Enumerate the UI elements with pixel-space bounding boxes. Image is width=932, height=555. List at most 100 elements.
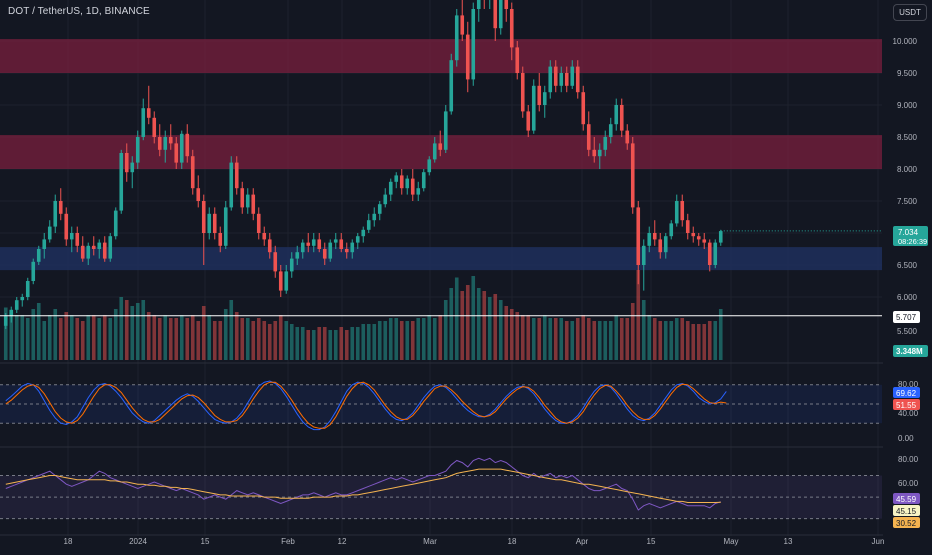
volume-bar: [608, 321, 613, 360]
volume-bar: [42, 321, 47, 360]
volume-bar: [680, 318, 685, 360]
stochastic-pane[interactable]: [0, 380, 882, 431]
volume-bar: [97, 318, 102, 360]
demand-zone: [0, 247, 882, 271]
volume-bar: [328, 330, 333, 360]
candles[interactable]: [3, 0, 723, 329]
currency-button[interactable]: USDT: [893, 4, 927, 21]
volume-bar: [592, 321, 597, 360]
volume-bar: [388, 318, 393, 360]
volume-bar: [713, 321, 718, 360]
candle-body: [537, 85, 542, 105]
volume-bar: [163, 315, 168, 360]
volume-bar: [75, 318, 80, 360]
time-tick: Feb: [281, 537, 295, 546]
volume-bar: [652, 318, 657, 360]
time-tick: 15: [201, 537, 210, 546]
volume-bar: [47, 315, 52, 360]
volume-bar: [152, 315, 157, 360]
volume-bar: [36, 303, 41, 360]
candle-body: [289, 258, 294, 272]
volume-bar: [295, 327, 300, 360]
candle-body: [36, 249, 41, 262]
chart-title: DOT / TetherUS, 1D, BINANCE: [8, 6, 150, 17]
volume-bar: [234, 312, 239, 360]
volume-bar: [262, 321, 267, 360]
volume-bar: [405, 321, 410, 360]
candle-body: [713, 242, 718, 265]
candle-body: [135, 137, 140, 163]
volume-bar: [647, 315, 652, 360]
candle-body: [234, 162, 239, 189]
volume-bar: [421, 318, 426, 360]
candle-body: [674, 201, 679, 224]
candle-body: [168, 137, 173, 144]
candle-body: [410, 178, 415, 195]
volume-bar: [702, 324, 707, 360]
volume-bar: [586, 318, 591, 360]
volume-bar: [372, 324, 377, 360]
volume-bar: [520, 315, 525, 360]
candle-body: [47, 226, 52, 240]
rsi-pane[interactable]: [0, 457, 882, 520]
candle-body: [493, 0, 498, 29]
candle-body: [685, 220, 690, 233]
rsi-line: [5, 457, 721, 511]
volume-bar: [707, 321, 712, 360]
candle-body: [207, 213, 212, 233]
volume-bar: [564, 321, 569, 360]
volume-bar: [575, 318, 580, 360]
candle-body: [42, 239, 47, 249]
candle-body: [476, 0, 481, 9]
candle-body: [108, 236, 113, 259]
candle-body: [399, 175, 404, 189]
volume-bar: [383, 321, 388, 360]
volume-bar: [366, 324, 371, 360]
volume-bar: [108, 318, 113, 360]
volume-bar: [218, 321, 223, 360]
candle-body: [394, 175, 399, 182]
candle-body: [366, 220, 371, 230]
horizontal-line[interactable]: [0, 230, 882, 317]
candle-body: [625, 130, 630, 144]
volume-bar: [91, 315, 96, 360]
volume-bar: [223, 309, 228, 360]
time-axis[interactable]: 18 2024 15 Feb 12 Mar 18 Apr 15 May 13 Jun: [64, 537, 885, 546]
candle-body: [608, 124, 613, 137]
candle-body: [553, 66, 558, 86]
time-tick: Jun: [872, 537, 885, 546]
candle-body: [504, 0, 509, 10]
volume-bar: [526, 315, 531, 360]
volume-bar: [542, 315, 547, 360]
volume-bar: [130, 306, 135, 360]
price-axis[interactable]: 10.0009.5009.0008.5008.0007.5007.0006.50…: [883, 0, 932, 550]
volume-bar: [674, 318, 679, 360]
level-tag: [893, 311, 920, 323]
candle-body: [350, 242, 355, 253]
candle-body: [636, 207, 641, 265]
volume-bar: [53, 309, 58, 360]
candle-body: [498, 0, 503, 29]
candle-body: [658, 239, 663, 253]
candle-body: [383, 194, 388, 205]
candle-body: [630, 143, 635, 208]
last-price-label: 7.034: [898, 228, 919, 237]
candle-body: [471, 9, 476, 80]
stoch-d-line: [5, 381, 727, 429]
candle-body: [119, 153, 124, 211]
candle-body: [328, 242, 333, 259]
stoch-d-label: 51.55: [896, 401, 917, 410]
volume-bar: [273, 321, 278, 360]
volume-bar: [449, 288, 454, 360]
candle-body: [284, 271, 289, 291]
candle-body: [53, 201, 58, 227]
volume-bar: [394, 318, 399, 360]
volume-bar: [377, 321, 382, 360]
volume-bar: [58, 318, 63, 360]
candle-body: [691, 233, 696, 237]
candle-body: [707, 242, 712, 265]
candle-body: [80, 245, 85, 259]
volume-bar: [344, 330, 349, 360]
volume-bar: [718, 309, 723, 360]
candle-body: [416, 188, 421, 195]
